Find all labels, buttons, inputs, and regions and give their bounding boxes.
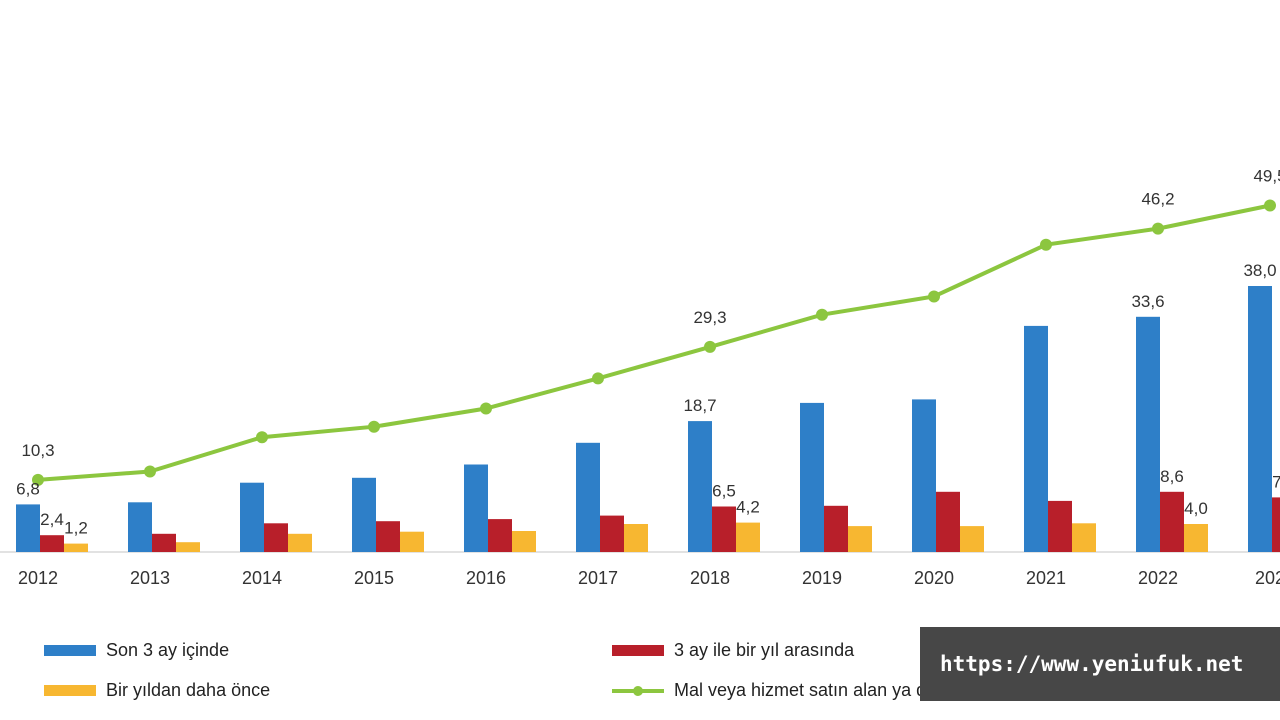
line-point-2019 xyxy=(816,308,828,321)
bar-label-2-2022: 8,6 xyxy=(1160,467,1184,486)
x-tick-label-2019: 2019 xyxy=(802,568,842,588)
bar-label-3-2012: 1,2 xyxy=(64,519,88,538)
bar-2-2021 xyxy=(1048,500,1072,552)
line-series xyxy=(37,203,1271,482)
bar-1-2016 xyxy=(464,464,488,552)
x-tick-label-2022: 2022 xyxy=(1138,568,1178,588)
bar-2-2016 xyxy=(488,519,512,552)
bar-2-2020 xyxy=(936,491,960,552)
bar-1-2017 xyxy=(576,442,600,552)
bar-2-2013 xyxy=(152,533,176,552)
bar-label-1-2023: 38,0 xyxy=(1243,261,1276,280)
x-tick-label-2018: 2018 xyxy=(690,568,730,588)
line-label-2022: 46,2 xyxy=(1141,190,1174,209)
line-label-2023: 49,5 xyxy=(1253,167,1280,186)
bar-3-2013 xyxy=(176,542,200,552)
watermark-banner: https://www.yeniufuk.net xyxy=(920,627,1280,701)
bar-1-2018 xyxy=(688,421,712,552)
bar-2-2012 xyxy=(40,535,64,552)
line-label-2012: 10,3 xyxy=(21,441,54,460)
x-tick-label-2012: 2012 xyxy=(18,568,58,588)
legend-swatch-yellow xyxy=(44,685,96,696)
bar-1-2013 xyxy=(128,502,152,552)
bar-1-2012 xyxy=(16,504,40,552)
legend-item-bir-yildan: Bir yıldan daha önce xyxy=(44,680,270,701)
bar-1-2022 xyxy=(1136,316,1160,552)
bar-label-2-2023: 7,8 xyxy=(1272,472,1280,491)
bar-1-2020 xyxy=(912,399,936,552)
line-point-2020 xyxy=(928,290,940,303)
bar-label-2-2018: 6,5 xyxy=(712,482,736,501)
bar-3-2016 xyxy=(512,531,536,552)
bar-2-2015 xyxy=(376,521,400,552)
line-point-2017 xyxy=(592,372,604,385)
bar-3-2015 xyxy=(400,531,424,552)
line-point-2023 xyxy=(1264,199,1276,212)
bar-label-3-2018: 4,2 xyxy=(736,498,760,517)
bar-2-2017 xyxy=(600,515,624,552)
bar-label-3-2022: 4,0 xyxy=(1184,499,1208,518)
legend-label-2: 3 ay ile bir yıl arasında xyxy=(674,640,855,660)
line-point-2022 xyxy=(1152,222,1164,235)
bar-label-1-2022: 33,6 xyxy=(1131,292,1164,311)
bar-1-2015 xyxy=(352,477,376,552)
x-tick-label-2016: 2016 xyxy=(466,568,506,588)
bar-2-2018 xyxy=(712,506,736,552)
line-label-2018: 29,3 xyxy=(693,308,726,327)
bar-2-2022 xyxy=(1160,491,1184,552)
chart-area: 2012 2013 2014 2015 2016 2017 2018 2019 2020 2021… xyxy=(0,167,1280,588)
legend-swatch-red xyxy=(612,645,664,656)
bar-3-2020 xyxy=(960,526,984,552)
bar-label-1-2012: 6,8 xyxy=(16,479,40,498)
legend-item-3-ay-bir-yil: 3 ay ile bir yıl arasında xyxy=(612,640,854,661)
bar-1-2021 xyxy=(1024,325,1048,552)
line-point-2012 xyxy=(32,473,44,486)
line-point-2014 xyxy=(256,431,268,444)
x-tick-label-2023: 202 xyxy=(1255,568,1280,588)
watermark-text: https://www.yeniufuk.net xyxy=(940,652,1244,676)
line-point-2015 xyxy=(368,420,380,433)
bar-3-2014 xyxy=(288,533,312,552)
bar-1-2019 xyxy=(800,402,824,552)
line-point-2018 xyxy=(704,340,716,353)
bar-2-2019 xyxy=(824,505,848,552)
bar-1-2014 xyxy=(240,482,264,552)
bar-1-2023 xyxy=(1248,286,1272,552)
bar-3-2017 xyxy=(624,524,648,552)
bar-2-2014 xyxy=(264,523,288,552)
legend-label-1: Son 3 ay içinde xyxy=(106,640,230,660)
bar-2-2023 xyxy=(1272,497,1280,552)
legend-label-3: Bir yıldan daha önce xyxy=(106,680,271,700)
x-tick-label-2013: 2013 xyxy=(130,568,170,588)
bar-3-2022 xyxy=(1184,524,1208,552)
x-tick-label-2020: 2020 xyxy=(914,568,954,588)
legend-swatch-green-line xyxy=(612,685,664,696)
bar-label-1-2018: 18,7 xyxy=(683,396,716,415)
bar-3-2019 xyxy=(848,526,872,552)
line-point-2016 xyxy=(480,402,492,415)
bar-label-2-2012: 2,4 xyxy=(40,510,64,529)
legend-swatch-blue xyxy=(44,645,96,656)
x-tick-label-2021: 2021 xyxy=(1026,568,1066,588)
x-tick-label-2017: 2017 xyxy=(578,568,618,588)
line-point-2013 xyxy=(144,465,156,478)
bar-3-2018 xyxy=(736,522,760,552)
bar-3-2012 xyxy=(64,543,88,552)
x-tick-label-2014: 2014 xyxy=(242,568,282,588)
x-tick-label-2015: 2015 xyxy=(354,568,394,588)
line-point-2021 xyxy=(1040,238,1052,251)
bar-3-2021 xyxy=(1072,523,1096,552)
legend-item-son-3-ay: Son 3 ay içinde xyxy=(44,640,229,661)
